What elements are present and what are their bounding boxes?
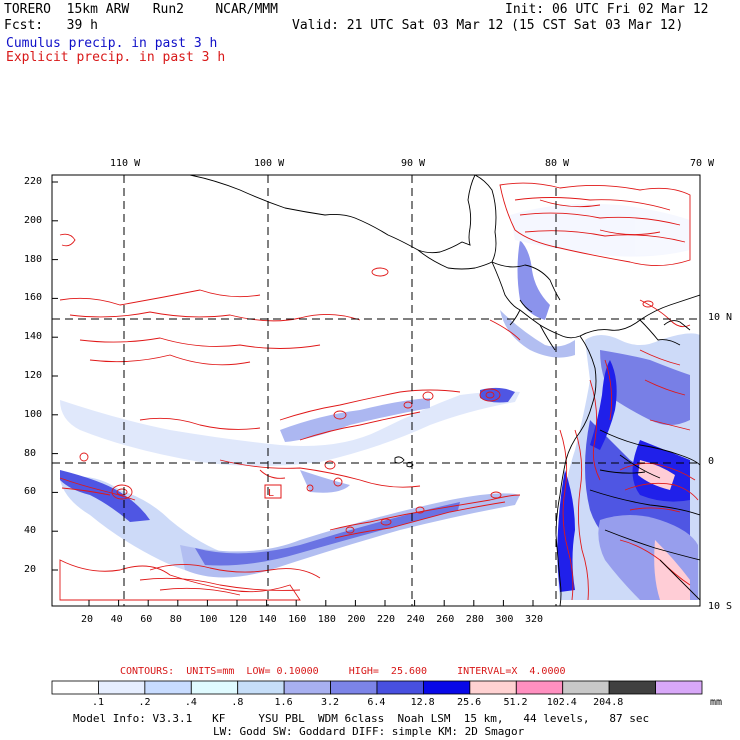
x-tick-label: 300 [495,614,514,625]
valid-time: Valid: 21 UTC Sat 03 Mar 12 (15 CST Sat … [292,18,684,33]
model-info-line-1: Model Info: V3.3.1 KF YSU PBL WDM 6class… [73,712,650,725]
colorbar-swatch [608,680,656,695]
colorbar-label: .4 [184,697,197,708]
x-tick-label: 180 [317,614,336,625]
colorbar-swatch [376,680,424,695]
x-tick-label: 40 [110,614,123,625]
cumulus-precip-shading [60,203,700,600]
x-tick-label: 100 [199,614,218,625]
x-tick-label: 240 [406,614,425,625]
x-tick-label: 280 [465,614,484,625]
lat-label-0: 0 [708,456,715,467]
map-frame [51,174,701,607]
axis-ticks [52,181,534,606]
lon-label-80w: 80 W [545,158,570,169]
model-title: TORERO 15km ARW Run2 NCAR/MMM [4,2,278,17]
x-tick-label: 60 [140,614,153,625]
coastlines [189,175,700,606]
colorbar-swatch [51,680,99,695]
x-tick-label: 260 [436,614,455,625]
colorbar-swatch [144,680,192,695]
y-tick-label: 180 [24,253,43,265]
colorbar-unit: mm [710,697,723,708]
x-tick-label: 220 [377,614,396,625]
y-tick-label: 100 [24,408,43,420]
colorbar-label: 102.4 [546,697,577,708]
colorbar-label: 51.2 [503,697,528,708]
colorbar-swatch [190,680,239,695]
y-tick-label: 20 [24,564,37,575]
model-info-line-2: LW: Godd SW: Goddard DIFF: simple KM: 2D… [213,725,525,738]
colorbar-label: 204.8 [593,697,624,708]
colorbar-label: .2 [138,697,151,708]
x-tick-label: 320 [525,614,544,625]
lon-label-110w: 110 W [110,158,141,169]
y-tick-label: 140 [24,331,43,343]
colorbar-swatch [655,680,703,695]
lat-lon-grid [52,175,700,606]
colorbar-label: 12.8 [410,697,435,708]
lon-label-70w: 70 W [690,158,715,169]
low-marker-box [264,484,282,499]
lat-label-10s: 10 S [708,601,733,612]
y-tick-label: 60 [24,486,37,498]
y-tick-label: 120 [24,370,43,381]
colorbar-swatch [283,680,331,695]
colorbar-label: 1.6 [274,697,293,708]
colorbar-swatch [237,680,285,695]
colorbar-swatch [98,680,146,695]
forecast-hour: Fcst: 39 h [4,18,98,33]
colorbar-swatch [423,680,471,695]
x-tick-label: 120 [229,614,248,625]
colorbar-swatch [469,680,517,695]
colorbar-swatch [515,680,564,695]
contour-info: CONTOURS: UNITS=mm LOW= 0.10000 HIGH= 25… [120,666,566,677]
init-time: Init: 06 UTC Fri 02 Mar 12 [505,2,709,17]
colorbar-label: .8 [231,697,244,708]
x-tick-label: 160 [288,614,307,625]
legend-explicit: Explicit precip. in past 3 h [6,50,226,65]
colorbar-swatch [330,680,378,695]
colorbar-label: .1 [92,697,105,708]
y-tick-label: 160 [24,292,43,304]
colorbar-swatch [562,680,610,695]
lat-label-10n: 10 N [708,312,733,323]
y-tick-label: 80 [24,447,37,459]
x-tick-label: 200 [347,614,366,625]
y-tick-label: 220 [24,176,43,187]
colorbar-label: 3.2 [320,697,340,708]
colorbar-label: 25.6 [457,697,482,708]
x-tick-label: 140 [258,614,277,625]
y-tick-label: 40 [24,525,37,537]
x-tick-label: 20 [81,614,94,625]
x-tick-label: 80 [169,614,182,625]
legend-cumulus: Cumulus precip. in past 3 h [6,36,218,51]
low-marker-label: L [268,488,274,499]
y-tick-label: 200 [24,214,43,226]
lon-label-90w: 90 W [401,158,426,169]
colorbar-label: 6.4 [367,697,386,708]
lon-label-100w: 100 W [254,158,285,169]
